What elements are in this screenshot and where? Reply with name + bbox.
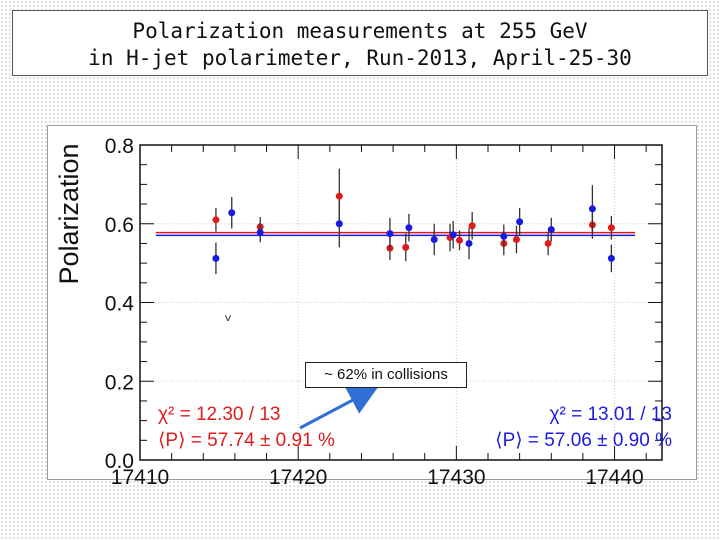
y-tick-label: 0.4: [105, 293, 135, 316]
mean-lines: [155, 231, 636, 237]
blue-data-point: [228, 209, 236, 217]
y-tick-label: 0.2: [105, 371, 134, 394]
blue-data-point: [430, 236, 438, 243]
x-tick-label: 17420: [269, 466, 327, 489]
title-line-2: in H-jet polarimeter, Run-2013, April-25…: [88, 46, 632, 70]
blue-data-point: [465, 239, 473, 247]
blue-data-point: [547, 226, 555, 234]
collisions-annotation: ~ 62% in collisions: [305, 362, 467, 388]
blue-mean: ⟨P⟩ = 57.06 ± 0.90 %: [495, 430, 672, 451]
x-tick-label: 17430: [427, 466, 485, 489]
y-tick-label: 0.8: [105, 135, 134, 158]
red-data-point: [544, 239, 552, 247]
title-line-1: Polarization measurements at 255 GeV: [132, 19, 588, 43]
plot-axes-frame: [139, 144, 663, 461]
red-data-point: [607, 224, 615, 232]
y-tick-label: 0.0: [105, 450, 134, 473]
blue-data-point: [516, 218, 524, 226]
y-axis-label: Polarization: [54, 143, 84, 284]
red-data-point: [335, 192, 343, 200]
x-tick-label: 17440: [585, 466, 643, 489]
blue-data-point: [588, 205, 596, 213]
blue-chi2: χ² = 13.01 / 13: [550, 404, 672, 425]
x-tick-label: 17410: [111, 466, 169, 489]
blue-data-point: [449, 231, 457, 239]
points-layer: [212, 168, 615, 275]
red-data-point: [402, 243, 410, 251]
red-data-point: [456, 236, 464, 244]
y-tick-label: 0.6: [105, 214, 134, 237]
blue-data-point: [335, 220, 343, 228]
red-data-point: [212, 216, 220, 224]
red-data-point: [512, 236, 520, 243]
blue-data-point: [212, 254, 220, 262]
blue-data-point: [405, 224, 413, 232]
axes-layer: 0.0 0.2 0.4 0.6 0.8 17410 17420 17430 17440: [105, 135, 663, 489]
red-mean: ⟨P⟩ = 57.74 ± 0.91 %: [158, 430, 335, 451]
blue-data-point: [386, 230, 394, 238]
annotation-arrow: [299, 386, 379, 430]
blue-data-point: [607, 254, 615, 262]
red-chi2: χ² = 12.30 / 13: [158, 404, 280, 425]
blue-data-point: [256, 228, 264, 236]
title-box: Polarization measurements at 255 GeV in …: [12, 10, 708, 76]
stray-mark: <: [221, 314, 235, 321]
red-data-point: [468, 222, 476, 230]
blue-data-point: [500, 232, 508, 240]
